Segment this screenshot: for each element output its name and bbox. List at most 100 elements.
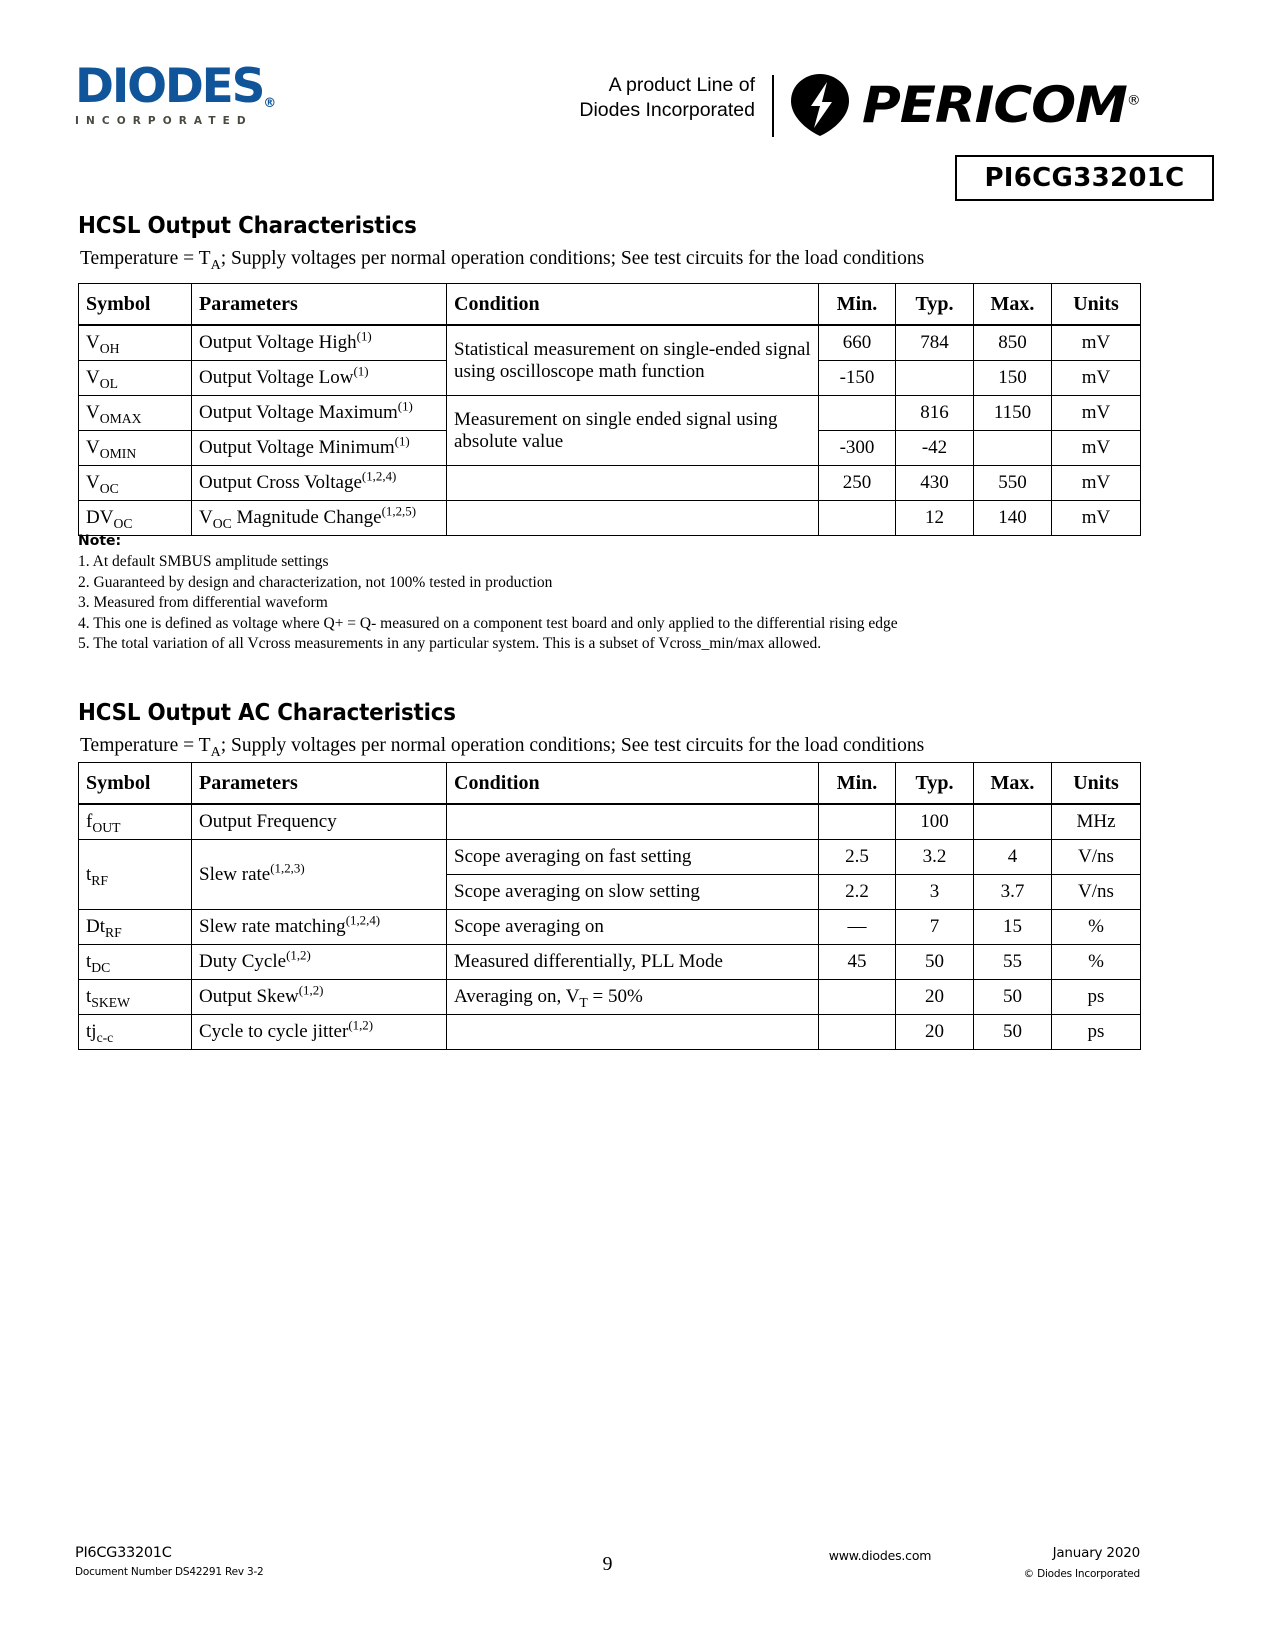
table-row: tDC Duty Cycle(1,2) Measured differentia… [78, 944, 1141, 980]
cell-min [818, 500, 896, 536]
section2-subtitle-sub: A [210, 743, 221, 760]
header-divider [772, 75, 774, 137]
cell-condition [446, 465, 819, 501]
cell-units: mV [1051, 395, 1141, 431]
cell-symbol: VOMIN [78, 430, 192, 466]
section1-subtitle: Temperature = TA; Supply voltages per no… [80, 248, 925, 272]
pericom-bolt-icon [791, 74, 849, 136]
column-header-max: Max. [973, 762, 1052, 805]
cell-typ: 3.2 [895, 839, 974, 875]
cell-parameter: Cycle to cycle jitter(1,2) [191, 1014, 447, 1050]
cell-symbol: tRF [78, 839, 192, 910]
note-item: 3. Measured from differential waveform [78, 594, 328, 612]
footer-left: PI6CG33201C Document Number DS42291 Rev … [75, 1545, 264, 1578]
section1-subtitle-pre: Temperature = T [80, 248, 211, 269]
pericom-registered-icon: ® [1126, 93, 1141, 109]
cell-parameter: Slew rate matching(1,2,4) [191, 909, 447, 945]
cell-parameter: VOC Magnitude Change(1,2,5) [191, 500, 447, 536]
cell-parameter: Output Voltage Minimum(1) [191, 430, 447, 466]
cell-condition [446, 500, 819, 536]
cell-units: mV [1051, 324, 1141, 361]
cell-units: V/ns [1051, 839, 1141, 875]
footer-website-link[interactable]: www.diodes.com [828, 1548, 932, 1563]
part-number: PI6CG33201C [984, 163, 1185, 193]
diodes-incorporated-label: INCORPORATED [75, 115, 253, 127]
cell-min [818, 803, 896, 840]
column-header-units: Units [1051, 283, 1141, 326]
table-row: VOMIN Output Voltage Minimum(1) -300 -42… [78, 430, 1141, 466]
table-row: DtRF Slew rate matching(1,2,4) Scope ave… [78, 909, 1141, 945]
product-line-tagline: A product Line of Diodes Incorporated [555, 73, 755, 123]
cell-typ: 784 [895, 324, 974, 361]
column-header-min: Min. [818, 283, 896, 326]
cell-min [818, 1014, 896, 1050]
cell-units: % [1051, 944, 1141, 980]
cell-condition: Scope averaging on slow setting [446, 874, 819, 910]
notes-block: Note: 1. At default SMBUS amplitude sett… [78, 533, 898, 655]
page-header: DIODES® INCORPORATED A product Line of D… [75, 55, 1214, 201]
cell-units: mV [1051, 430, 1141, 466]
cell-typ: 20 [895, 1014, 974, 1050]
cell-max [973, 803, 1052, 840]
note-item: 1. At default SMBUS amplitude settings [78, 553, 329, 570]
cell-parameter: Slew rate(1,2,3) [191, 839, 447, 910]
cell-max: 850 [973, 324, 1052, 361]
cell-symbol: tSKEW [78, 979, 192, 1015]
table-row: fOUT Output Frequency 100 MHz [78, 803, 1141, 840]
cell-typ: 50 [895, 944, 974, 980]
cell-typ [895, 360, 974, 396]
column-header-symbol: Symbol [78, 283, 192, 326]
footer-part-number: PI6CG33201C [75, 1545, 172, 1561]
cell-condition: Measured differentially, PLL Mode [446, 944, 819, 980]
section2-subtitle-pre: Temperature = T [80, 735, 211, 756]
table-row: VOH Output Voltage High(1) Statistical m… [78, 324, 1141, 396]
tagline-line-1: A product Line of [608, 74, 755, 96]
cell-units: mV [1051, 500, 1141, 536]
section1-subtitle-post: ; Supply voltages per normal operation c… [220, 248, 925, 269]
table-row: Scope averaging on slow setting 2.2 3 3.… [79, 874, 1141, 910]
page-footer: PI6CG33201C Document Number DS42291 Rev … [75, 1545, 1140, 1605]
notes-heading: Note: [78, 533, 122, 549]
pericom-wordmark: PERICOM® [862, 80, 1141, 130]
footer-right: January 2020 © Diodes Incorporated [1023, 1545, 1141, 1580]
note-item: 5. The total variation of all Vcross mea… [78, 635, 822, 653]
cell-min: -300 [818, 430, 896, 466]
diodes-wordmark: DIODES® [75, 63, 276, 110]
tagline-line-2: Diodes Incorporated [579, 99, 755, 121]
table-header-row: Symbol Parameters Condition Min. Typ. Ma… [78, 283, 1141, 326]
cell-symbol: VOH [78, 324, 192, 361]
cell-symbol: VOL [78, 360, 192, 396]
footer-copyright: © Diodes Incorporated [1023, 1568, 1141, 1580]
note-item: 4. This one is defined as voltage where … [78, 614, 898, 632]
cell-min [818, 979, 896, 1015]
cell-units: ps [1051, 979, 1141, 1015]
cell-max: 15 [973, 909, 1052, 945]
cell-min: — [818, 909, 896, 945]
cell-parameter: Output Voltage Maximum(1) [191, 395, 447, 431]
cell-symbol: fOUT [78, 803, 192, 840]
cell-symbol: DtRF [78, 909, 192, 945]
cell-typ: 7 [895, 909, 974, 945]
cell-symbol: tjc-c [78, 1014, 192, 1050]
cell-condition [446, 803, 819, 840]
cell-max: 50 [973, 1014, 1052, 1050]
cell-min: 2.2 [818, 874, 896, 910]
cell-typ: 100 [895, 803, 974, 840]
cell-condition: Averaging on, VT = 50% [446, 979, 819, 1015]
hcsl-output-ac-characteristics-table: Symbol Parameters Condition Min. Typ. Ma… [78, 762, 1141, 1050]
cell-symbol: VOC [78, 465, 192, 501]
footer-page-number: 9 [602, 1553, 613, 1575]
pericom-logo: PERICOM® [787, 69, 1141, 141]
cell-units: mV [1051, 360, 1141, 396]
pericom-wordmark-text: PERICOM [862, 76, 1128, 134]
cell-typ: 20 [895, 979, 974, 1015]
footer-document-number: Document Number DS42291 Rev 3-2 [75, 1566, 264, 1578]
column-header-min: Min. [818, 762, 896, 805]
table-row: VOMAX Output Voltage Maximum(1) Measurem… [78, 395, 1141, 466]
cell-parameter: Output Voltage High(1) [191, 324, 447, 361]
cell-typ: 430 [895, 465, 974, 501]
column-header-typ: Typ. [895, 283, 974, 326]
table-row: VOL Output Voltage Low(1) -150 150 mV [78, 360, 1141, 396]
section2-subtitle-post: ; Supply voltages per normal operation c… [220, 735, 925, 756]
cell-min: 45 [818, 944, 896, 980]
